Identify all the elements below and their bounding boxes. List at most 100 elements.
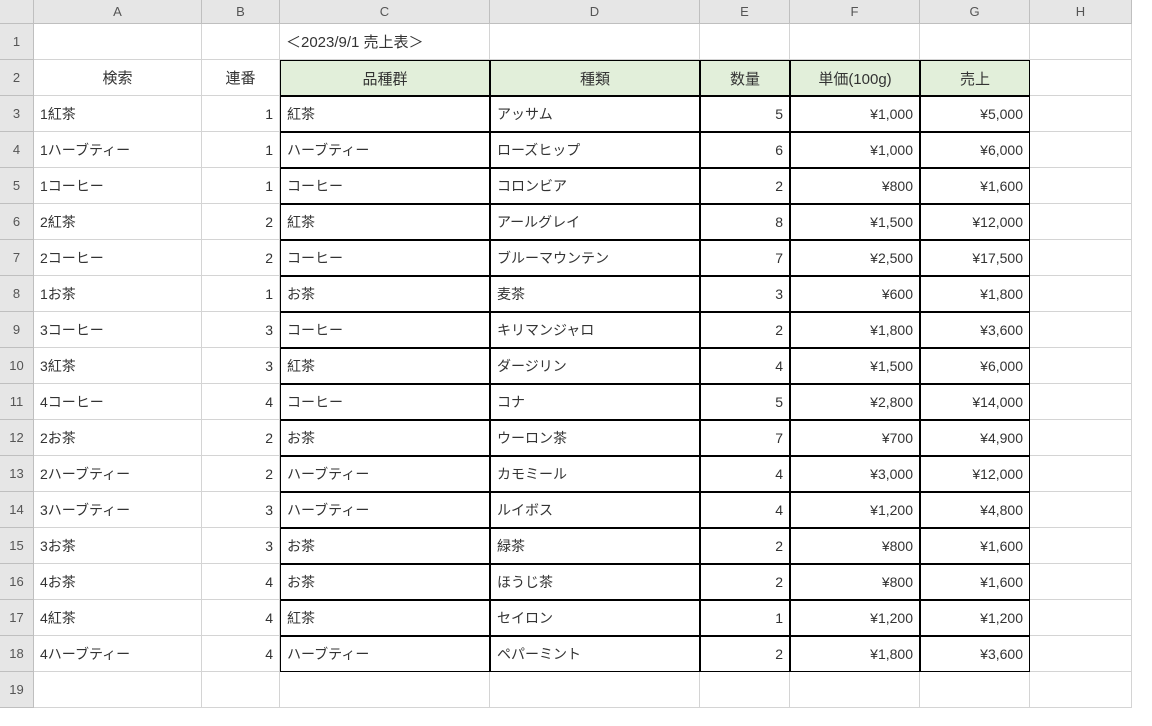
cell-sales[interactable]: ¥17,500: [920, 240, 1030, 276]
cell-qty[interactable]: 4: [700, 348, 790, 384]
cell-sales[interactable]: ¥6,000: [920, 132, 1030, 168]
cell-search[interactable]: 1紅茶: [34, 96, 202, 132]
cell-H6[interactable]: [1030, 204, 1132, 240]
cell-search[interactable]: 4ハーブティー: [34, 636, 202, 672]
cell-empty[interactable]: [700, 672, 790, 708]
cell-unit-price[interactable]: ¥1,200: [790, 492, 920, 528]
cell-variety-group[interactable]: お茶: [280, 564, 490, 600]
cell-H13[interactable]: [1030, 456, 1132, 492]
cell-variety-group[interactable]: お茶: [280, 528, 490, 564]
cell-sales[interactable]: ¥12,000: [920, 456, 1030, 492]
cell-sales[interactable]: ¥5,000: [920, 96, 1030, 132]
cell-kind[interactable]: ブルーマウンテン: [490, 240, 700, 276]
cell-search[interactable]: 4コーヒー: [34, 384, 202, 420]
row-header-12[interactable]: 12: [0, 420, 34, 456]
cell-kind[interactable]: セイロン: [490, 600, 700, 636]
cell-E1[interactable]: [700, 24, 790, 60]
row-header-16[interactable]: 16: [0, 564, 34, 600]
cell-H3[interactable]: [1030, 96, 1132, 132]
cell-seq[interactable]: 4: [202, 384, 280, 420]
cell-variety-group[interactable]: ハーブティー: [280, 132, 490, 168]
cell-search[interactable]: 2ハーブティー: [34, 456, 202, 492]
cell-seq[interactable]: 4: [202, 564, 280, 600]
cell-seq[interactable]: 3: [202, 528, 280, 564]
cell-kind[interactable]: カモミール: [490, 456, 700, 492]
spreadsheet-grid[interactable]: ABCDEFGH1＜2023/9/1 売上表＞2検索連番品種群種類数量単価(10…: [0, 0, 1152, 708]
cell-seq[interactable]: 4: [202, 600, 280, 636]
cell-seq[interactable]: 3: [202, 312, 280, 348]
cell-H17[interactable]: [1030, 600, 1132, 636]
cell-H14[interactable]: [1030, 492, 1132, 528]
row-header-8[interactable]: 8: [0, 276, 34, 312]
corner-cell[interactable]: [0, 0, 34, 24]
cell-empty[interactable]: [202, 672, 280, 708]
col-header-G[interactable]: G: [920, 0, 1030, 24]
cell-sales[interactable]: ¥1,600: [920, 168, 1030, 204]
cell-H7[interactable]: [1030, 240, 1132, 276]
col-header-F[interactable]: F: [790, 0, 920, 24]
cell-seq[interactable]: 4: [202, 636, 280, 672]
row-header-11[interactable]: 11: [0, 384, 34, 420]
cell-variety-group[interactable]: 紅茶: [280, 600, 490, 636]
cell-H18[interactable]: [1030, 636, 1132, 672]
row-header-7[interactable]: 7: [0, 240, 34, 276]
cell-sales[interactable]: ¥4,900: [920, 420, 1030, 456]
cell-search[interactable]: 3紅茶: [34, 348, 202, 384]
cell-sales[interactable]: ¥14,000: [920, 384, 1030, 420]
cell-variety-group[interactable]: コーヒー: [280, 168, 490, 204]
col-header-H[interactable]: H: [1030, 0, 1132, 24]
cell-H2[interactable]: [1030, 60, 1132, 96]
cell-A1[interactable]: [34, 24, 202, 60]
header-seq[interactable]: 連番: [202, 60, 280, 96]
cell-sales[interactable]: ¥3,600: [920, 636, 1030, 672]
cell-unit-price[interactable]: ¥1,000: [790, 96, 920, 132]
cell-variety-group[interactable]: ハーブティー: [280, 636, 490, 672]
cell-qty[interactable]: 4: [700, 456, 790, 492]
col-header-B[interactable]: B: [202, 0, 280, 24]
row-header-2[interactable]: 2: [0, 60, 34, 96]
cell-search[interactable]: 1お茶: [34, 276, 202, 312]
row-header-14[interactable]: 14: [0, 492, 34, 528]
cell-search[interactable]: 4お茶: [34, 564, 202, 600]
cell-unit-price[interactable]: ¥1,500: [790, 348, 920, 384]
cell-qty[interactable]: 1: [700, 600, 790, 636]
cell-empty[interactable]: [920, 672, 1030, 708]
cell-kind[interactable]: アッサム: [490, 96, 700, 132]
cell-unit-price[interactable]: ¥1,000: [790, 132, 920, 168]
header-search[interactable]: 検索: [34, 60, 202, 96]
cell-unit-price[interactable]: ¥700: [790, 420, 920, 456]
header-qty[interactable]: 数量: [700, 60, 790, 96]
cell-unit-price[interactable]: ¥800: [790, 528, 920, 564]
cell-kind[interactable]: ダージリン: [490, 348, 700, 384]
cell-seq[interactable]: 1: [202, 168, 280, 204]
row-header-5[interactable]: 5: [0, 168, 34, 204]
header-kind[interactable]: 種類: [490, 60, 700, 96]
cell-F1[interactable]: [790, 24, 920, 60]
cell-unit-price[interactable]: ¥800: [790, 168, 920, 204]
cell-H4[interactable]: [1030, 132, 1132, 168]
cell-unit-price[interactable]: ¥2,500: [790, 240, 920, 276]
cell-search[interactable]: 2コーヒー: [34, 240, 202, 276]
title-cell[interactable]: ＜2023/9/1 売上表＞: [280, 24, 490, 60]
cell-kind[interactable]: コナ: [490, 384, 700, 420]
cell-qty[interactable]: 5: [700, 384, 790, 420]
cell-kind[interactable]: ペパーミント: [490, 636, 700, 672]
cell-variety-group[interactable]: ハーブティー: [280, 492, 490, 528]
cell-H1[interactable]: [1030, 24, 1132, 60]
cell-seq[interactable]: 1: [202, 96, 280, 132]
cell-sales[interactable]: ¥1,200: [920, 600, 1030, 636]
cell-seq[interactable]: 2: [202, 420, 280, 456]
row-header-9[interactable]: 9: [0, 312, 34, 348]
cell-unit-price[interactable]: ¥1,800: [790, 312, 920, 348]
col-header-D[interactable]: D: [490, 0, 700, 24]
cell-B1[interactable]: [202, 24, 280, 60]
row-header-4[interactable]: 4: [0, 132, 34, 168]
row-header-10[interactable]: 10: [0, 348, 34, 384]
cell-variety-group[interactable]: コーヒー: [280, 240, 490, 276]
cell-empty[interactable]: [1030, 672, 1132, 708]
cell-qty[interactable]: 2: [700, 564, 790, 600]
cell-variety-group[interactable]: コーヒー: [280, 312, 490, 348]
cell-qty[interactable]: 2: [700, 168, 790, 204]
row-header-18[interactable]: 18: [0, 636, 34, 672]
cell-empty[interactable]: [490, 672, 700, 708]
